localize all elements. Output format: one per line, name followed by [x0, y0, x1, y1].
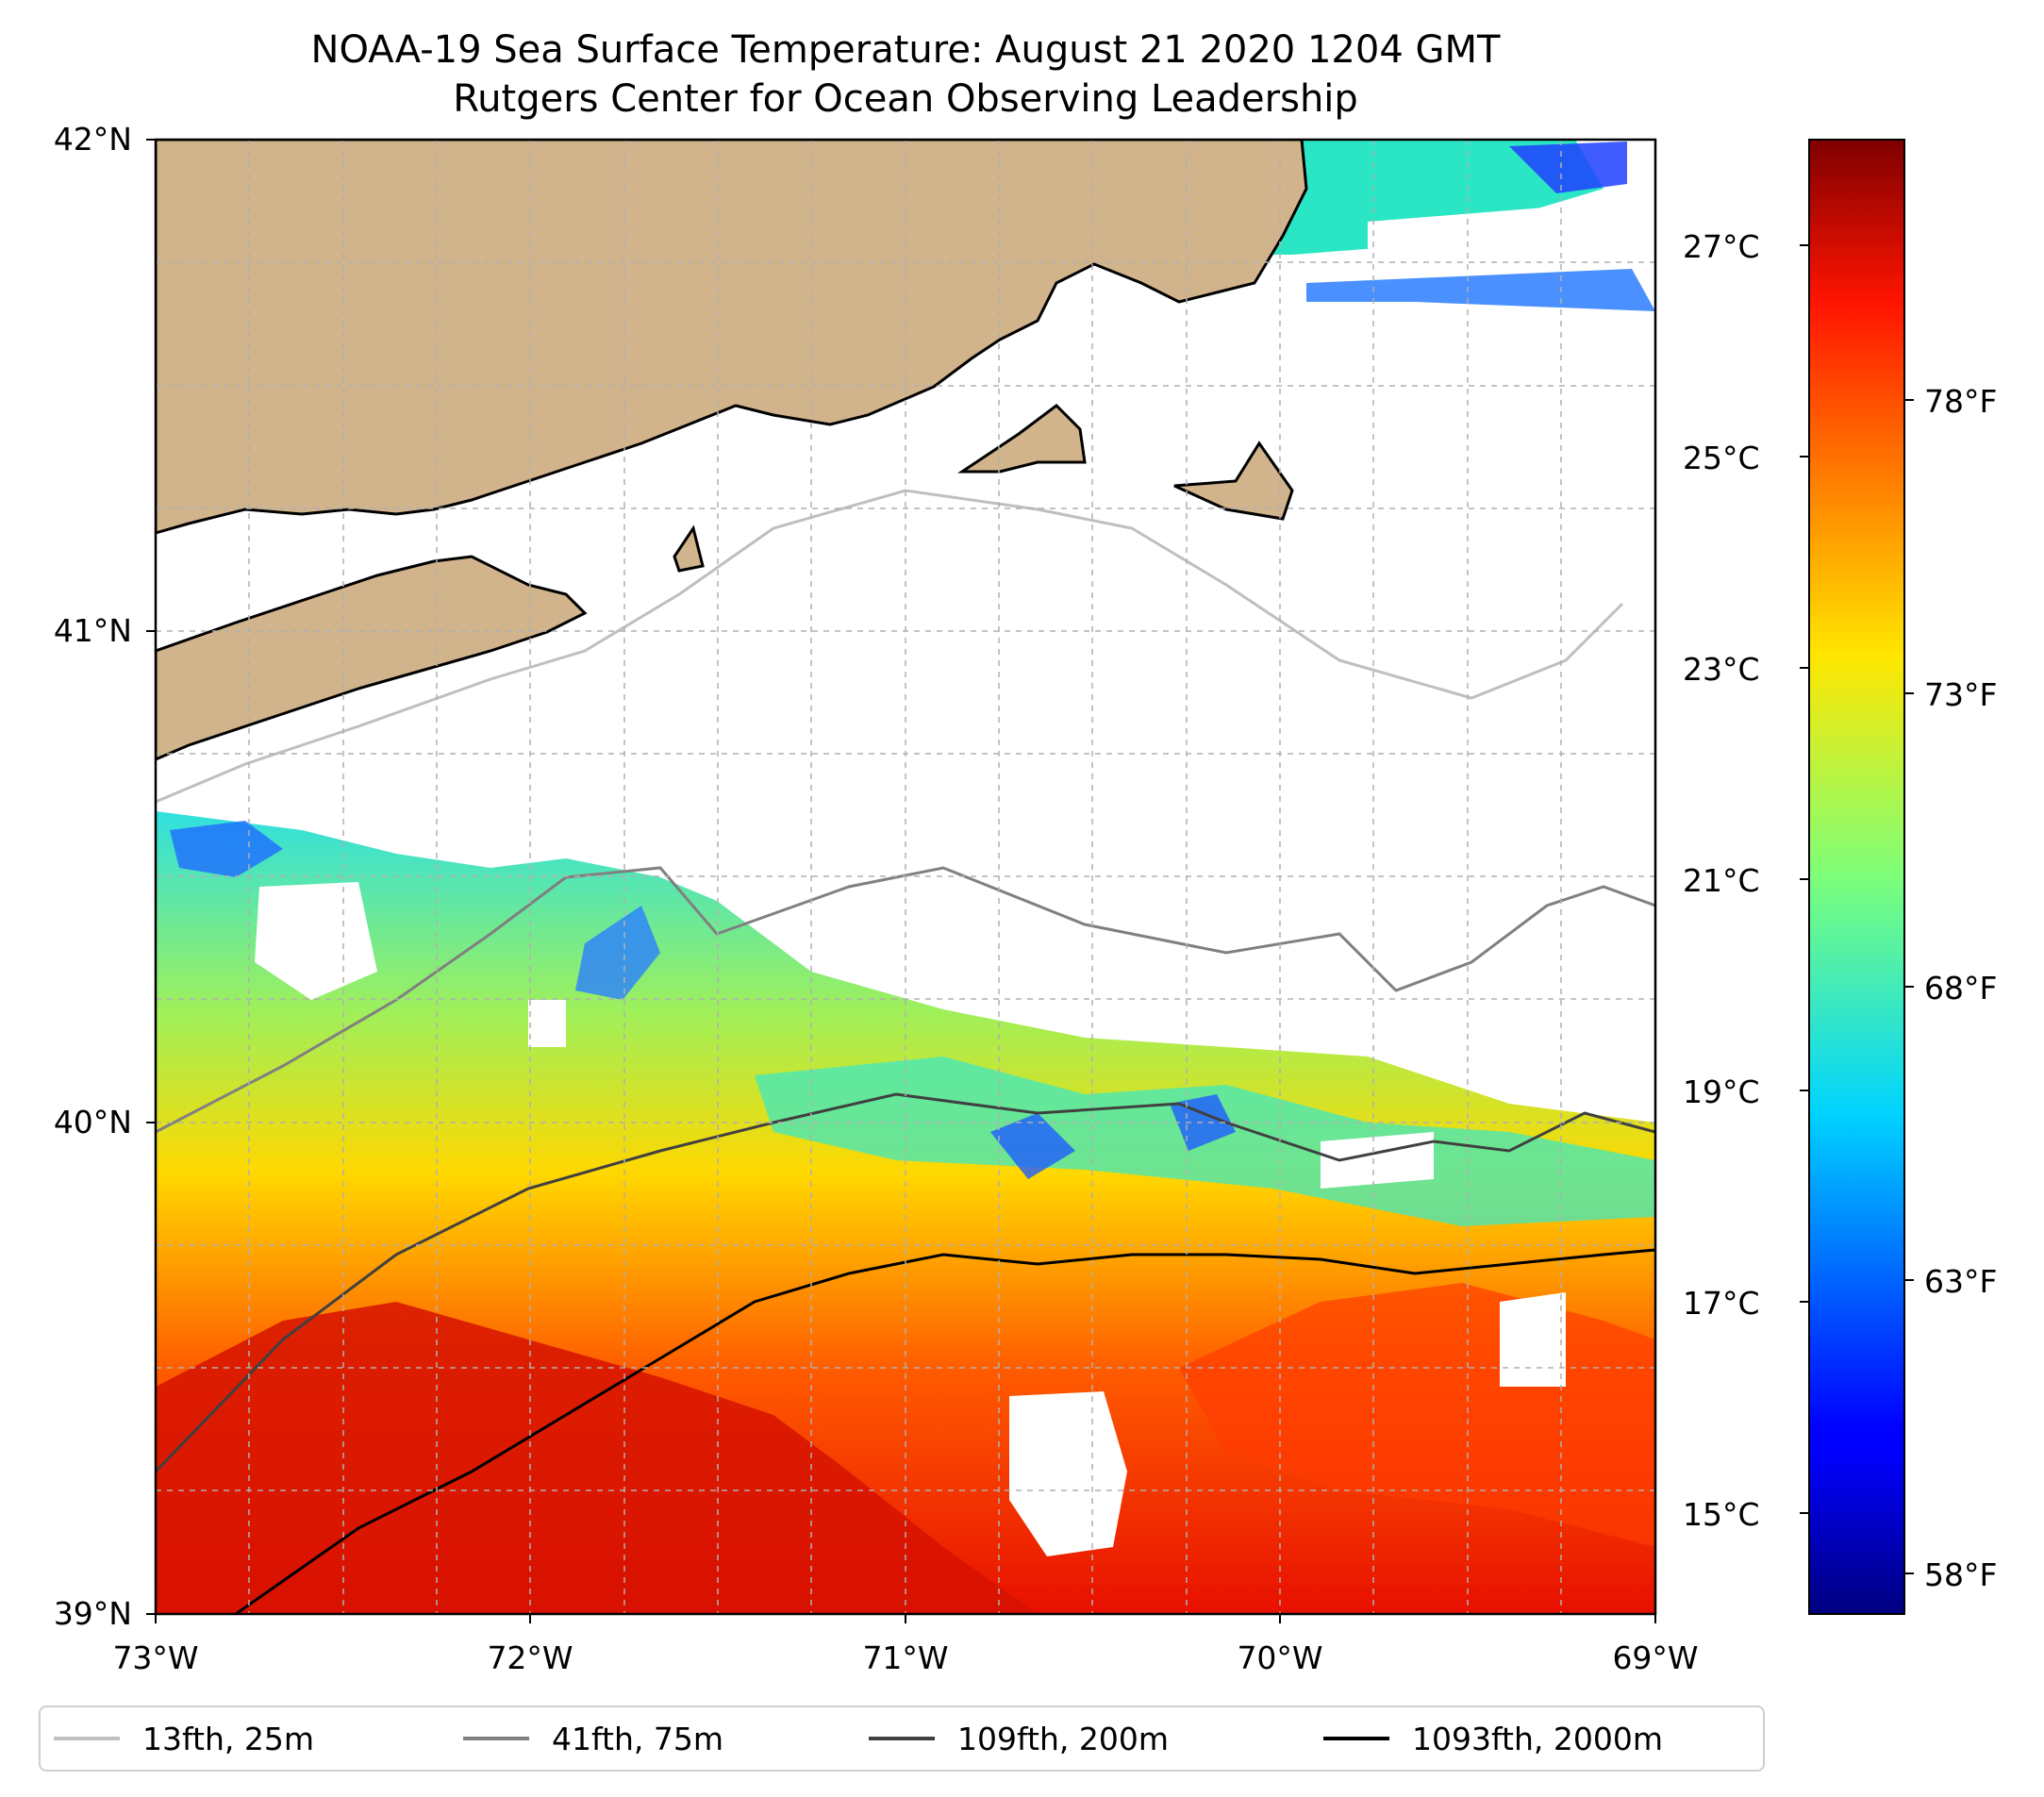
gridlines: [156, 140, 1655, 1614]
cloud-gap: [528, 1000, 566, 1047]
lon-label: 73°W: [112, 1639, 199, 1676]
land-nantucket: [1173, 441, 1294, 521]
colorbar-celsius-label: 21°C: [1683, 862, 1760, 899]
isobath-2000m: [235, 1248, 1655, 1614]
lat-label: 40°N: [53, 1104, 132, 1140]
sst-warm-core: [156, 1302, 1038, 1614]
legend-item-200m: 109fth, 200m: [869, 1707, 1169, 1770]
axis-ticks: [146, 139, 1656, 1623]
legend-line-swatch: [869, 1737, 935, 1740]
cloud-gap: [1368, 203, 1604, 269]
colorbar-fahrenheit-label: 73°F: [1924, 676, 1998, 713]
legend-label: 1093fth, 2000m: [1412, 1720, 1663, 1757]
lat-label: 42°N: [53, 121, 132, 158]
legend-item-25m: 13fth, 25m: [54, 1707, 314, 1770]
colorbar-celsius-label: 15°C: [1683, 1496, 1760, 1533]
figure-title: NOAA-19 Sea Surface Temperature: August …: [310, 28, 1501, 72]
sst-cold-patch: [170, 821, 283, 877]
lon-label: 70°W: [1237, 1639, 1323, 1676]
colorbar-fahrenheit-label: 58°F: [1924, 1556, 1998, 1593]
land-marthas-vineyard: [957, 404, 1087, 474]
cloud-gap: [1009, 1391, 1127, 1556]
legend-label: 109fth, 200m: [957, 1720, 1169, 1757]
sst-cold-patch: [1509, 141, 1627, 193]
legend-line-swatch: [1323, 1737, 1389, 1740]
land-long-island: [156, 555, 588, 761]
lon-label: 72°W: [487, 1639, 573, 1676]
colorbar-celsius-label: 27°C: [1683, 228, 1760, 265]
land-new-england: [156, 140, 1308, 535]
cloud-gap: [255, 882, 377, 1000]
colorbar-fahrenheit-label: 63°F: [1924, 1263, 1998, 1300]
isobath-legend: 13fth, 25m 41fth, 75m 109fth, 200m 1093f…: [39, 1705, 1765, 1772]
land-block-island: [673, 524, 705, 573]
legend-item-2000m: 1093fth, 2000m: [1323, 1707, 1663, 1770]
lon-label: 69°W: [1612, 1639, 1699, 1676]
legend-label: 41fth, 75m: [552, 1720, 723, 1757]
lat-label: 39°N: [53, 1595, 132, 1632]
cloud-gap: [1500, 1292, 1566, 1387]
lon-label: 71°W: [862, 1639, 949, 1676]
colorbar-celsius-label: 25°C: [1683, 440, 1760, 476]
colorbar-fahrenheit-label: 68°F: [1924, 970, 1998, 1007]
colorbar-celsius-label: 19°C: [1683, 1073, 1760, 1110]
legend-line-swatch: [54, 1737, 120, 1740]
colorbar-ticks: [1800, 244, 1914, 1574]
colorbar-celsius-label: 17°C: [1683, 1285, 1760, 1322]
colorbar: [1808, 139, 1905, 1615]
sst-cold-patch: [1306, 269, 1655, 311]
sst-cold-patch: [990, 1113, 1075, 1179]
colorbar-celsius-label: 23°C: [1683, 651, 1760, 688]
legend-item-75m: 41fth, 75m: [463, 1707, 723, 1770]
legend-line-swatch: [463, 1737, 529, 1740]
colorbar-fahrenheit-label: 78°F: [1924, 383, 1998, 420]
isobath-200m: [156, 1092, 1655, 1473]
lat-label: 41°N: [53, 612, 132, 649]
sst-cold-patch: [575, 906, 660, 1000]
legend-label: 13fth, 25m: [142, 1720, 314, 1757]
isobath-75m: [156, 866, 1655, 1134]
figure-subtitle: Rutgers Center for Ocean Observing Leade…: [453, 77, 1358, 121]
